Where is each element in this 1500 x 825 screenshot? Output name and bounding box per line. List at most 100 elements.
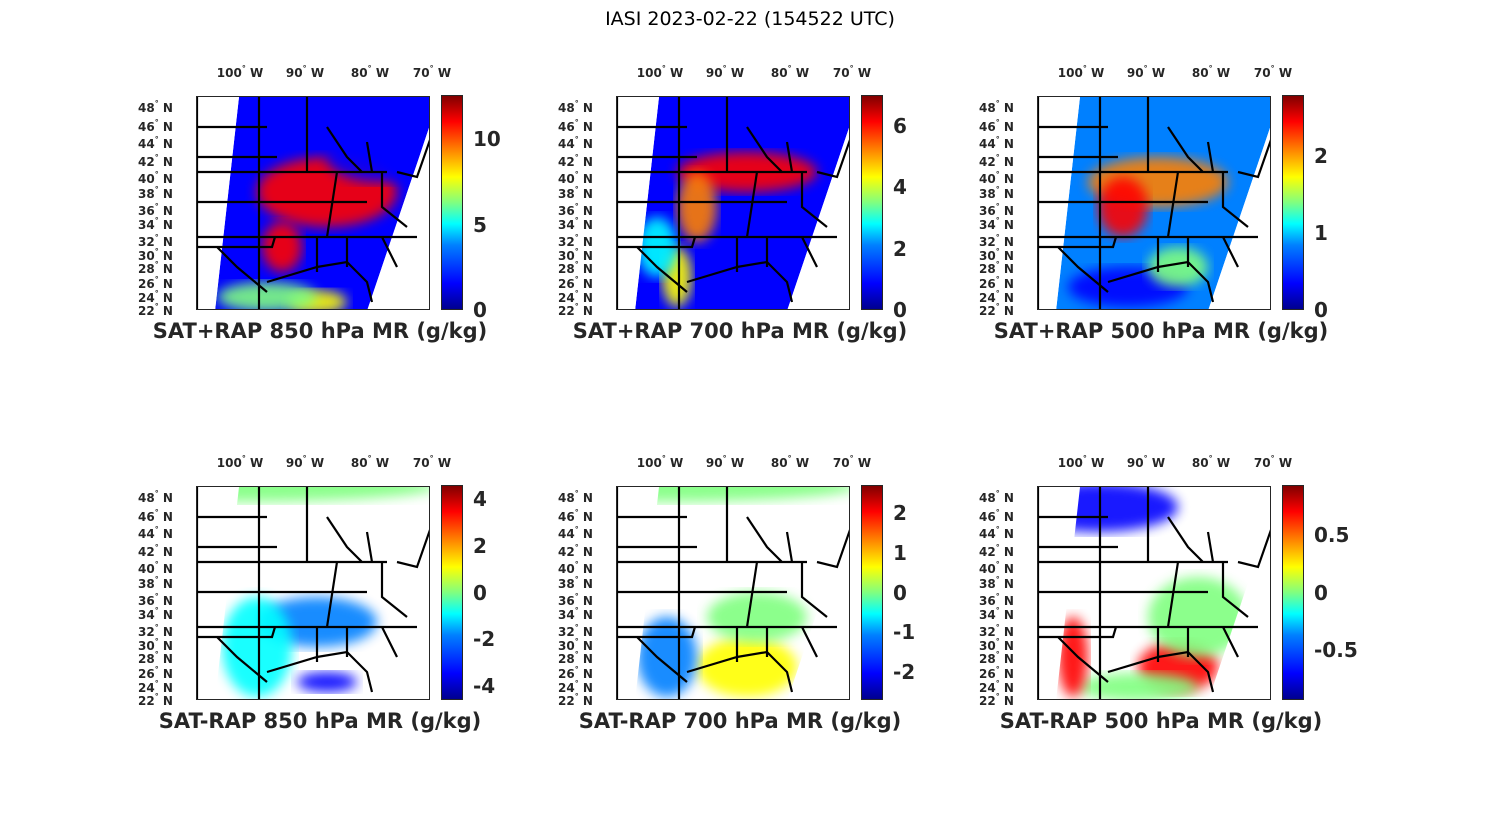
lat-tick-label: 42° N (558, 153, 593, 169)
lat-tick-label: 46° N (558, 508, 593, 524)
lat-tick-label: 26° N (558, 665, 593, 681)
map-plot (197, 487, 429, 699)
colorbar-tick-label: 1 (1314, 221, 1328, 246)
colorbar-tick-label: 0 (1314, 580, 1328, 605)
lat-tick-label: 44° N (138, 135, 173, 151)
lat-tick-label: 36° N (979, 202, 1014, 218)
lat-tick-label: 24° N (979, 289, 1014, 305)
state-outlines (197, 487, 429, 699)
lat-tick-label: 46° N (138, 508, 173, 524)
lat-tick-label: 34° N (979, 606, 1014, 622)
lat-tick-label: 28° N (138, 260, 173, 276)
lat-tick-label: 38° N (558, 575, 593, 591)
map-panel: 100° W 90° W 80° W 70° W 48° N 46° N 44° N 42° … (130, 55, 550, 385)
map-axes (1037, 96, 1271, 310)
lat-tick-label: 26° N (979, 275, 1014, 291)
lon-tick-label: 90° W (1126, 64, 1166, 80)
colorbar-tick-label: 5 (473, 212, 487, 237)
colorbar-tick-label: 0 (1314, 298, 1328, 322)
lat-tick-label: 28° N (979, 650, 1014, 666)
colorbar-tick-label: -0.5 (1314, 637, 1358, 662)
state-outlines (617, 487, 849, 699)
lat-tick-label: 28° N (558, 260, 593, 276)
lat-tick-label: 48° N (138, 489, 173, 505)
map-axes (196, 486, 430, 700)
panel-title: SAT-RAP 500 hPa MR (g/kg) (999, 709, 1323, 733)
lat-tick-label: 36° N (558, 202, 593, 218)
lon-tick-label: 90° W (705, 454, 745, 470)
map-plot (197, 97, 429, 309)
data-region (637, 617, 697, 697)
colorbar (861, 485, 883, 700)
lat-tick-label: 48° N (979, 489, 1014, 505)
data-region (217, 282, 317, 309)
lat-tick-label: 36° N (979, 592, 1014, 608)
lat-tick-label: 44° N (558, 135, 593, 151)
lon-tick-label: 100° W (1057, 64, 1105, 80)
lat-tick-label: 26° N (979, 665, 1014, 681)
lat-tick-label: 42° N (979, 543, 1014, 559)
lat-tick-label: 30° N (979, 247, 1014, 263)
map-plot (1038, 97, 1270, 309)
lat-tick-label: 40° N (979, 170, 1014, 186)
lat-tick-label: 22° N (979, 302, 1014, 318)
lat-tick-label: 32° N (138, 623, 173, 639)
lat-tick-label: 44° N (558, 525, 593, 541)
panel-title: SAT+RAP 500 hPa MR (g/kg) (993, 319, 1329, 343)
map-axes (616, 96, 850, 310)
colorbar (861, 95, 883, 310)
map-panel: 100° W 90° W 80° W 70° W 48° N 46° N 44° N 42° … (971, 445, 1391, 775)
lon-tick-label: 70° W (832, 454, 872, 470)
lat-tick-label: 42° N (979, 153, 1014, 169)
colorbar-tick-label: 2 (1314, 144, 1328, 169)
lon-tick-label: 90° W (1126, 454, 1166, 470)
colorbar-tick-label: 2 (473, 533, 487, 558)
data-region (222, 597, 292, 697)
colorbar-tick-label: 4 (473, 487, 487, 512)
lat-tick-label: 44° N (138, 525, 173, 541)
colorbar (441, 485, 463, 700)
lat-tick-label: 38° N (138, 575, 173, 591)
figure-title: IASI 2023-02-22 (154522 UTC) (605, 8, 895, 30)
lat-tick-label: 38° N (979, 575, 1014, 591)
colorbar-tick-label: 6 (893, 113, 907, 138)
lat-tick-label: 46° N (979, 118, 1014, 134)
lat-tick-label: 28° N (138, 650, 173, 666)
map-plot (617, 487, 849, 699)
lat-tick-label: 30° N (558, 637, 593, 653)
swath (635, 97, 849, 309)
lat-tick-label: 32° N (979, 623, 1014, 639)
lat-tick-label: 30° N (558, 247, 593, 263)
lon-tick-label: 100° W (1057, 454, 1105, 470)
lat-tick-label: 46° N (558, 118, 593, 134)
lat-tick-label: 32° N (558, 233, 593, 249)
lat-tick-label: 34° N (558, 606, 593, 622)
lon-tick-label: 80° W (350, 454, 390, 470)
lat-tick-label: 42° N (558, 543, 593, 559)
lat-tick-label: 42° N (138, 543, 173, 559)
lat-tick-label: 48° N (979, 99, 1014, 115)
lat-tick-label: 26° N (138, 665, 173, 681)
lat-tick-label: 40° N (138, 170, 173, 186)
lat-tick-label: 24° N (558, 679, 593, 695)
lat-tick-label: 24° N (979, 679, 1014, 695)
state-outlines (617, 97, 849, 309)
panel-title: SAT-RAP 700 hPa MR (g/kg) (578, 709, 902, 733)
lat-tick-label: 30° N (979, 637, 1014, 653)
lat-tick-label: 34° N (979, 216, 1014, 232)
data-region (262, 222, 302, 272)
lon-tick-label: 100° W (636, 64, 684, 80)
panel-title: SAT+RAP 850 hPa MR (g/kg) (152, 319, 488, 343)
lat-tick-label: 22° N (558, 302, 593, 318)
lat-tick-label: 24° N (558, 289, 593, 305)
lat-tick-label: 48° N (558, 99, 593, 115)
lat-tick-label: 22° N (558, 692, 593, 708)
lon-tick-label: 100° W (216, 454, 264, 470)
lat-tick-label: 34° N (138, 216, 173, 232)
data-region (327, 132, 427, 182)
data-region (1056, 487, 1178, 532)
state-outlines (1038, 97, 1270, 309)
lon-tick-label: 80° W (1191, 64, 1231, 80)
state-outlines (1038, 487, 1270, 699)
map-plot (617, 97, 849, 309)
